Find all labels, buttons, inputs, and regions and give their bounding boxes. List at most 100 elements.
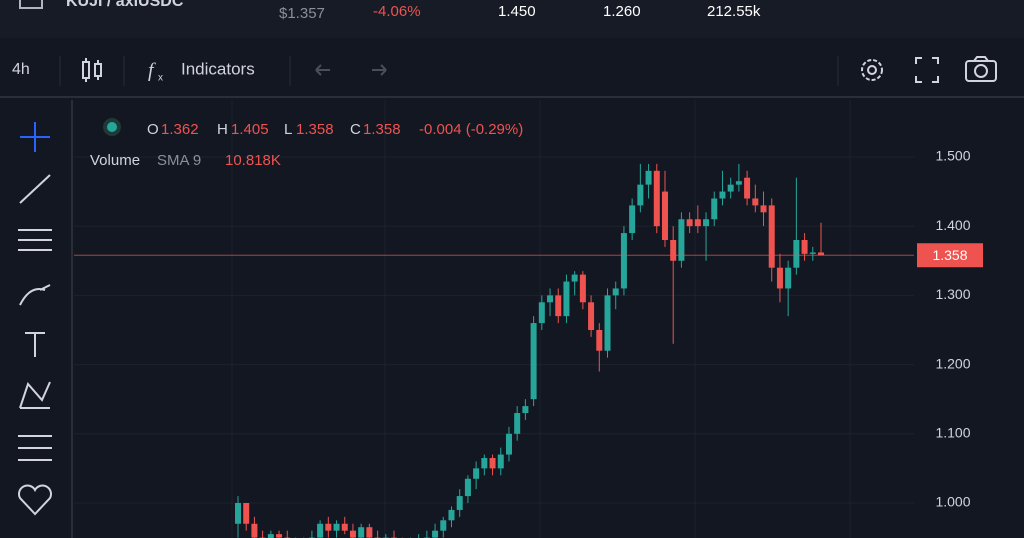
candle-body (776, 267, 783, 289)
candle-body (349, 530, 356, 538)
candle-body (481, 458, 488, 469)
candle-body (571, 274, 578, 282)
drawing-sidebar (0, 100, 70, 538)
pattern-tool[interactable] (19, 381, 51, 409)
candle-body (563, 281, 570, 317)
candle-body (333, 523, 340, 531)
high: 1.450 (498, 3, 536, 20)
interval[interactable]: 4h (12, 61, 30, 78)
toolbar (0, 46, 1024, 96)
y-tick-label: 1.100 (935, 424, 970, 440)
legend-close-label: C (350, 121, 361, 138)
candle-body (727, 184, 734, 192)
favorites-tool[interactable] (18, 484, 52, 516)
candle-body (432, 530, 439, 538)
candle-body (522, 406, 529, 414)
candle-body (514, 413, 521, 434)
candle-type-button[interactable] (82, 58, 102, 82)
brush-tool[interactable] (19, 284, 51, 306)
candle-body (497, 454, 504, 469)
price: $1.357 (279, 5, 325, 22)
candle-body (579, 274, 586, 303)
candle-body (785, 267, 792, 289)
candle-body (760, 205, 767, 213)
candle-body (670, 240, 677, 261)
y-tick-label: 1.500 (935, 148, 970, 164)
candle-body (661, 191, 668, 241)
candle-body (440, 520, 447, 531)
candle-body (620, 233, 627, 289)
prediction-tool[interactable] (18, 435, 52, 461)
candle-body (448, 509, 455, 521)
candle-body (801, 240, 808, 254)
y-tick-label: 1.000 (935, 494, 970, 510)
candle-body (752, 198, 759, 206)
candle-body (637, 184, 644, 206)
candle-body (235, 502, 241, 524)
candle-body (612, 288, 619, 296)
candle-body (653, 170, 660, 227)
candle-body (555, 295, 562, 317)
header-bar (0, 0, 1024, 38)
change: -4.06% (373, 3, 421, 20)
candle-body (596, 329, 603, 351)
candle-body (793, 240, 800, 268)
candle-body (629, 205, 636, 234)
fx-icon-sub[interactable]: x (158, 73, 163, 84)
candle-body (456, 496, 463, 510)
undo-button[interactable] (315, 64, 330, 76)
y-tick-label: 1.300 (935, 286, 970, 302)
candle-body (538, 302, 545, 324)
redo-button[interactable] (372, 64, 387, 76)
candle-body (818, 252, 824, 256)
settings-button[interactable] (861, 59, 883, 81)
candle-body (744, 177, 751, 199)
fx-icon[interactable]: f (148, 60, 156, 82)
candle-body (267, 534, 274, 538)
volume-value: 10.818K (225, 152, 281, 169)
candle-body (530, 323, 537, 400)
indicators-button[interactable]: Indicators (181, 59, 255, 78)
candle-body (719, 191, 726, 199)
legend-high: 1.405 (231, 121, 269, 138)
candle-body (588, 302, 595, 330)
trend-line-tool[interactable] (19, 174, 51, 204)
volume: 212.55k (707, 3, 761, 20)
candle-body (703, 219, 710, 227)
screenshot-button[interactable] (965, 56, 997, 82)
candles (74, 163, 914, 538)
candle-body (645, 170, 652, 185)
legend-open: 1.362 (161, 121, 199, 138)
candle-body (604, 295, 611, 351)
crosshair-tool[interactable] (20, 122, 50, 152)
status-dot (107, 122, 117, 132)
candle-body (473, 468, 480, 479)
candle-body (464, 478, 471, 497)
candle-body (694, 219, 701, 227)
legend-high-label: H (217, 121, 228, 138)
legend-change: -0.004 (-0.29%) (419, 121, 523, 138)
volume-label: Volume (90, 152, 140, 169)
candle-body (276, 534, 283, 538)
candle-body (317, 523, 324, 538)
candle-body (243, 502, 250, 524)
fullscreen-button[interactable] (915, 57, 939, 83)
grid (74, 100, 914, 538)
candle-body (489, 458, 496, 469)
candle-body (358, 527, 365, 538)
pair-icon[interactable] (19, 0, 43, 9)
candle-body (686, 219, 693, 227)
candle-body (366, 527, 373, 538)
text-tool[interactable] (25, 332, 45, 357)
candle-body (678, 219, 685, 261)
candle-body (325, 523, 332, 531)
candle-body (711, 198, 718, 220)
pair-name[interactable]: KUJI / axlUSDC (66, 0, 184, 10)
price-axis: 1.000 1.100 1.200 1.300 1.400 1.500 1.358 (917, 148, 983, 510)
legend-low: 1.358 (296, 121, 334, 138)
legend-low-label: L (284, 121, 292, 138)
candle-body (505, 433, 512, 455)
fib-tool[interactable] (18, 229, 52, 251)
legend-open-label: O (147, 121, 159, 138)
